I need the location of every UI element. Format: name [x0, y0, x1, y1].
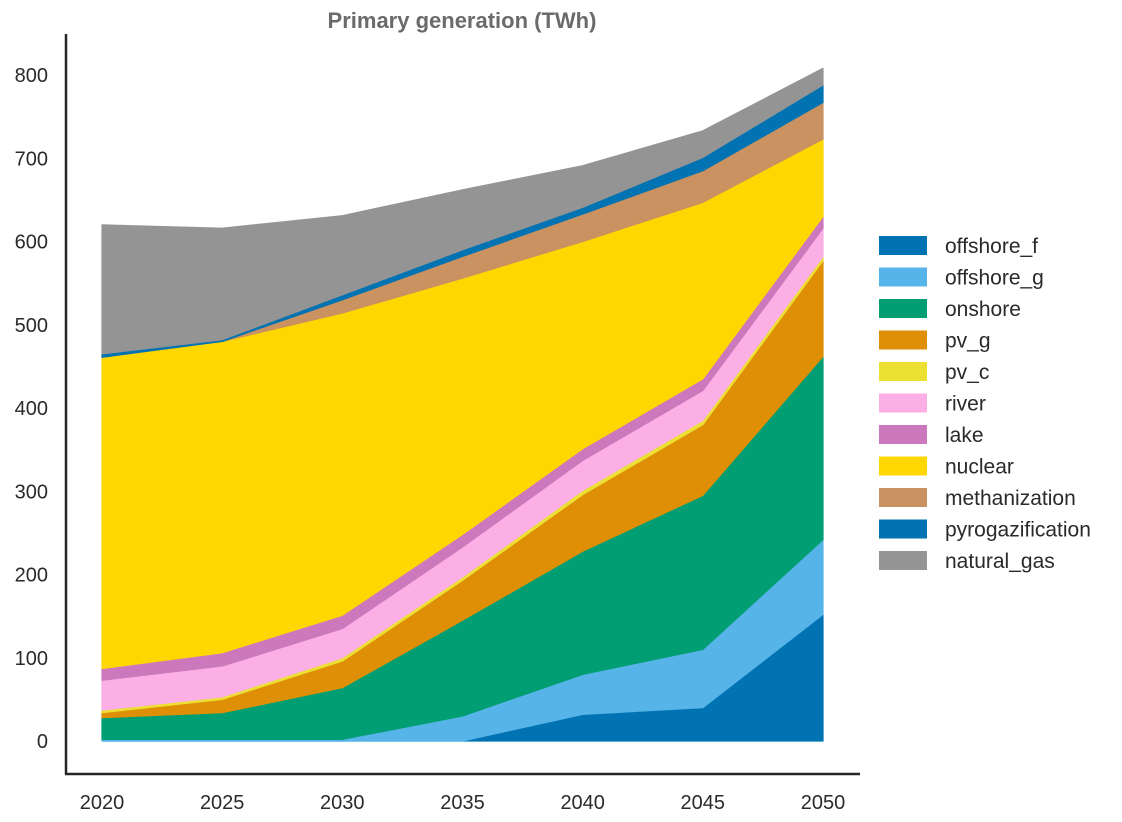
y-tick-label: 500 — [15, 315, 48, 337]
x-tick-label: 2045 — [681, 792, 726, 814]
x-tick-label: 2040 — [560, 792, 605, 814]
legend-label-lake: lake — [945, 424, 984, 447]
y-tick-label: 600 — [15, 232, 48, 254]
chart-title: Primary generation (TWh) — [328, 8, 597, 33]
x-tick-label: 2030 — [320, 792, 365, 814]
legend-label-pyrogazification: pyrogazification — [945, 519, 1091, 542]
legend-swatch-offshore-g — [879, 267, 927, 287]
legend-swatch-pv-c — [879, 362, 927, 381]
series-areas — [101, 67, 824, 742]
x-tick-label: 2035 — [440, 792, 485, 814]
x-tick-label: 2025 — [200, 792, 245, 814]
legend-swatch-river — [879, 393, 927, 413]
y-tick-label: 300 — [15, 481, 48, 503]
x-tick-labels: 2020 2025 2030 2035 2040 2045 2050 — [80, 792, 846, 814]
y-tick-label: 400 — [15, 398, 48, 420]
legend-swatch-natural-gas — [879, 551, 927, 570]
x-tick-label: 2050 — [801, 792, 846, 814]
legend-label-river: river — [945, 393, 986, 416]
y-tick-label: 200 — [15, 565, 48, 587]
legend-swatch-methanization — [879, 488, 927, 507]
legend-label-methanization: methanization — [945, 487, 1076, 510]
legend-label-onshore: onshore — [945, 298, 1021, 321]
legend-swatch-offshore-f — [879, 236, 927, 255]
y-tick-label: 800 — [15, 65, 48, 87]
legend-label-nuclear: nuclear — [945, 456, 1014, 479]
legend-swatch-pv-g — [879, 330, 927, 350]
legend-swatch-lake — [879, 425, 927, 444]
legend-label-pv-g: pv_g — [945, 330, 991, 353]
y-tick-label: 100 — [15, 648, 48, 670]
legend-label-natural-gas: natural_gas — [945, 550, 1055, 573]
y-tick-label: 700 — [15, 148, 48, 170]
legend-swatch-onshore — [879, 299, 927, 318]
area-natural-gas — [101, 67, 824, 355]
y-tick-label: 0 — [37, 731, 48, 753]
y-tick-labels: 0 100 200 300 400 500 600 700 800 — [15, 65, 48, 753]
legend-swatch-nuclear — [879, 456, 927, 476]
x-tick-label: 2020 — [80, 792, 125, 814]
legend-label-pv-c: pv_c — [945, 361, 989, 384]
legend-swatch-pyrogazification — [879, 519, 927, 539]
legend-label-offshore-f: offshore_f — [945, 235, 1038, 258]
legend-label-offshore-g: offshore_g — [945, 267, 1044, 290]
